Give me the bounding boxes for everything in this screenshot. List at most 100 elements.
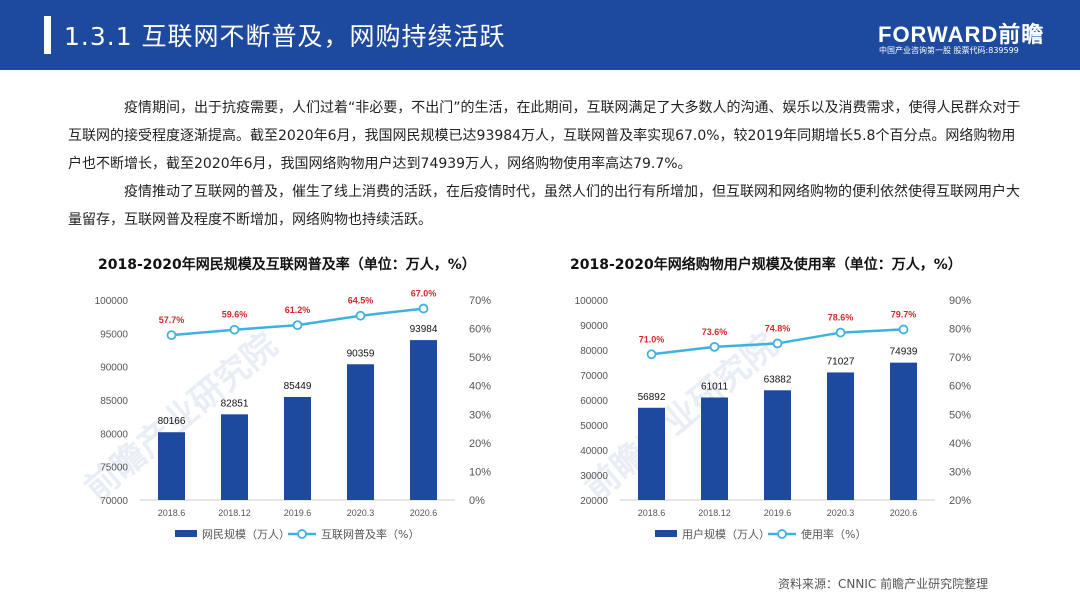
brand-tagline: 中国产业咨询第一股 股票代码:839599 <box>879 46 1019 55</box>
rate-point <box>418 303 429 314</box>
bar-value-label: 85449 <box>284 381 312 392</box>
bar-value-label: 71027 <box>827 356 855 367</box>
y-left-tick-label: 100000 <box>575 296 609 307</box>
x-tick-label: 2018.12 <box>218 508 251 518</box>
rate-point <box>898 324 909 335</box>
y-left-tick-label: 50000 <box>580 421 608 432</box>
bar <box>347 364 374 500</box>
bar <box>221 414 248 500</box>
bar <box>158 432 185 500</box>
online-shopping-chart: 20000 30000 40000 50000 60000 70000 80000 90000… <box>575 295 972 541</box>
page-title: 1.3.1 互联网不断普及，网购持续活跃 <box>64 22 506 51</box>
x-tick-label: 2020.3 <box>347 508 375 518</box>
legend-bar-label: 用户规模（万人） <box>682 527 770 541</box>
y-left-tick-label: 80000 <box>100 429 128 440</box>
y-left-tick-label: 90000 <box>100 363 128 374</box>
rate-value-label: 74.8% <box>765 323 791 333</box>
x-tick-label: 2020.6 <box>410 508 438 518</box>
rate-point <box>229 324 240 335</box>
rate-value-label: 64.5% <box>348 296 374 306</box>
bar <box>827 372 854 500</box>
y-left-tick-label: 100000 <box>95 296 129 307</box>
bar <box>638 407 665 500</box>
header-bar: 1.3.1 互联网不断普及，网购持续活跃 FORWARD前瞻 中国产业咨询第一股… <box>0 0 1080 70</box>
y-left-tick-label: 90000 <box>580 321 608 332</box>
y-left-tick-label: 30000 <box>580 471 608 482</box>
rate-value-label: 59.6% <box>222 310 248 320</box>
rate-point <box>166 330 177 341</box>
rate-point <box>292 320 303 331</box>
y-right-tick-label: 40% <box>469 381 491 393</box>
y-left-tick-label: 80000 <box>580 346 608 357</box>
bar <box>284 397 311 500</box>
y-right-tick-label: 70% <box>949 352 971 364</box>
legend-bar-swatch <box>655 530 677 537</box>
x-tick-label: 2019.6 <box>284 508 312 518</box>
header-accent <box>44 16 51 54</box>
y-right-tick-label: 20% <box>469 438 491 450</box>
y-left-tick-label: 70000 <box>580 371 608 382</box>
x-tick-label: 2018.6 <box>638 508 666 518</box>
bar-value-label: 82851 <box>221 398 249 409</box>
y-right-tick-label: 30% <box>469 409 491 421</box>
internet-users-chart: 70000 75000 80000 85000 90000 95000 100000 0% 10… <box>95 289 492 541</box>
y-left-tick-label: 75000 <box>100 463 128 474</box>
y-right-tick-label: 80% <box>949 324 971 336</box>
bar <box>890 362 917 500</box>
chart-title-shopping: 2018-2020年网络购物用户规模及使用率（单位：万人，%） <box>570 257 962 273</box>
rate-value-label: 79.7% <box>891 309 917 319</box>
legend-line-marker <box>777 529 787 539</box>
legend-line-label: 互联网普及率（%） <box>321 527 419 541</box>
body-paragraph-2: 疫情推动了互联网的普及，催生了线上消费的活跃，在后疫情时代，虽然人们的出行有所增… <box>68 184 1020 228</box>
y-left-tick-label: 70000 <box>100 496 128 507</box>
bar <box>701 397 728 500</box>
y-right-tick-label: 60% <box>949 381 971 393</box>
x-tick-label: 2018.12 <box>698 508 731 518</box>
x-tick-label: 2020.6 <box>890 508 918 518</box>
legend-bar-label: 网民规模（万人） <box>202 527 290 541</box>
y-right-tick-label: 30% <box>949 466 971 478</box>
bar-value-label: 61011 <box>701 381 729 392</box>
brand-logo: FORWARD前瞻 <box>878 22 1045 47</box>
body-paragraph-1: 疫情期间，出于抗疫需要，人们过着“非必要，不出门”的生活，在此期间，互联网满足了… <box>68 100 1021 172</box>
rate-point <box>646 349 657 360</box>
y-right-tick-label: 50% <box>469 352 491 364</box>
bar-value-label: 93984 <box>410 324 438 335</box>
x-tick-label: 2020.3 <box>827 508 855 518</box>
y-right-tick-label: 40% <box>949 438 971 450</box>
y-right-tick-label: 50% <box>949 409 971 421</box>
rate-point <box>835 327 846 338</box>
bar-value-label: 90359 <box>347 348 375 359</box>
rate-point <box>355 310 366 321</box>
data-source-note: 资料来源：CNNIC 前瞻产业研究院整理 <box>778 577 989 591</box>
x-tick-label: 2018.6 <box>158 508 186 518</box>
bar-value-label: 56892 <box>638 392 666 403</box>
rate-point <box>772 338 783 349</box>
legend-bar-swatch <box>175 530 197 537</box>
bar <box>764 390 791 500</box>
y-left-tick-label: 40000 <box>580 446 608 457</box>
rate-value-label: 78.6% <box>828 313 854 323</box>
y-right-tick-label: 20% <box>949 495 971 507</box>
bar <box>410 340 437 500</box>
rate-value-label: 67.0% <box>411 289 437 299</box>
y-right-tick-label: 10% <box>469 466 491 478</box>
x-tick-label: 2019.6 <box>764 508 792 518</box>
legend-line-label: 使用率（%） <box>801 527 866 541</box>
bar-value-label: 74939 <box>890 347 918 358</box>
bar-value-label: 80166 <box>158 416 186 427</box>
rate-point <box>709 341 720 352</box>
y-right-tick-label: 60% <box>469 324 491 336</box>
y-left-tick-label: 20000 <box>580 496 608 507</box>
rate-value-label: 57.7% <box>159 315 185 325</box>
y-right-tick-label: 90% <box>949 295 971 307</box>
y-right-tick-label: 70% <box>469 295 491 307</box>
rate-value-label: 71.0% <box>639 334 665 344</box>
y-left-tick-label: 85000 <box>100 396 128 407</box>
y-left-tick-label: 95000 <box>100 329 128 340</box>
y-left-tick-label: 60000 <box>580 396 608 407</box>
rate-value-label: 73.6% <box>702 327 728 337</box>
bar-value-label: 63882 <box>764 374 792 385</box>
legend-line-marker <box>297 529 307 539</box>
chart-title-internet: 2018-2020年网民规模及互联网普及率（单位：万人，%） <box>98 257 476 273</box>
